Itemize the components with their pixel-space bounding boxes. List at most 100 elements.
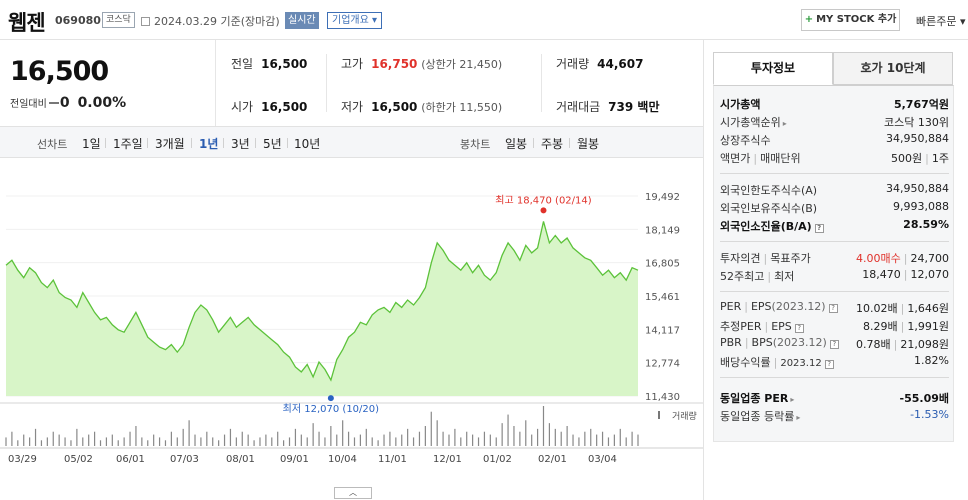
tab-1d[interactable]: 1일 — [82, 137, 101, 151]
price-chart[interactable]: 19,492 18,149 16,805 15,461 14,117 12,774 11,4… — [0, 158, 703, 500]
help-icon[interactable]: ? — [814, 224, 824, 233]
volume-bar — [17, 440, 19, 446]
volume-bar — [93, 431, 96, 446]
pipe-divider: | — [903, 268, 908, 281]
volume-bar — [288, 437, 291, 446]
tab-1y[interactable]: 1년 — [199, 137, 219, 151]
volume-bar — [229, 428, 232, 446]
foreign-ratio-label: 외국인소진율(B/A)? — [720, 218, 824, 234]
volume-bar — [389, 431, 391, 446]
bps-year: (2023.12) — [772, 336, 827, 349]
volume-bar — [454, 428, 456, 446]
volume-bar — [631, 431, 633, 446]
volume-bar — [442, 431, 444, 446]
company-overview-button[interactable]: 기업개요 ▾ — [327, 12, 382, 29]
change-value: 0 — [59, 95, 70, 111]
high-value: 16,750 — [371, 57, 418, 71]
y-tick-label: 12,774 — [645, 359, 680, 370]
volume-bar — [578, 437, 580, 446]
low-label: 저가 — [341, 100, 364, 114]
help-icon[interactable]: ? — [824, 360, 834, 369]
pipe-divider: | — [925, 152, 929, 165]
volume-bar — [536, 428, 539, 446]
volume-bar — [153, 434, 155, 446]
help-icon[interactable]: ? — [829, 340, 839, 349]
row-market-cap-rank[interactable]: 시가총액순위 ▸ 코스닥 130위 — [720, 112, 949, 130]
tab-3y[interactable]: 3년 — [231, 137, 250, 151]
row-sector-per[interactable]: 동일업종 PER ▸ -55.09배 — [720, 388, 949, 406]
volume-bar — [584, 431, 586, 446]
dividend-value: 1.82% — [914, 354, 949, 367]
price-summary: 16,500 전일대비 0 0.00% 전일 16,500 고가 16,750 (상한가… — [0, 40, 703, 126]
dividend-label: 배당수익률 | 2023.12? — [720, 354, 834, 370]
line-chart-label: 선차트 — [37, 138, 68, 151]
tab-weekly[interactable]: 주봉 — [541, 137, 564, 151]
w52-high-value: 18,470 — [862, 268, 901, 281]
tab-divider — [105, 138, 106, 148]
volume-bar — [58, 434, 60, 446]
help-icon[interactable]: ? — [828, 304, 838, 313]
row-sector-rate[interactable]: 동일업종 등락률 ▸ -1.53% — [720, 406, 949, 424]
div-year: 2023.12 — [780, 358, 822, 369]
price-area-fill — [6, 221, 638, 396]
tab-10y[interactable]: 10년 — [294, 137, 321, 151]
volume-bar — [637, 434, 639, 446]
volume-bar — [300, 434, 302, 446]
pipe-divider: | — [767, 270, 772, 283]
est-eps-label: EPS — [771, 320, 792, 333]
add-mystock-button[interactable]: + MY STOCK 추가 — [801, 9, 900, 31]
foreign-limit-value: 34,950,884 — [886, 182, 949, 195]
row-market-cap: 시가총액 5,767억원 — [720, 94, 949, 112]
row-52week: 52주최고 | 최저 18,470 | 12,070 — [720, 266, 949, 284]
x-tick-label: 08/01 — [226, 454, 255, 465]
volume-bar — [542, 406, 545, 446]
tab-daily[interactable]: 일봉 — [505, 137, 528, 151]
volume-bar — [395, 437, 397, 446]
volume-legend-icon — [658, 411, 660, 419]
volume-bar — [572, 434, 574, 446]
amount-value: 739 백만 — [608, 100, 660, 114]
bps-label: BPS — [751, 336, 773, 349]
high-label: 고가 — [341, 57, 364, 71]
quote-low: 저가 16,500 (하한가 11,550) — [341, 98, 502, 115]
panel-divider — [703, 40, 704, 500]
tab-monthly[interactable]: 월봉 — [577, 137, 600, 151]
volume-bar — [495, 437, 497, 446]
volume-bar — [158, 437, 161, 446]
volume-bar — [99, 440, 102, 446]
tab-divider — [287, 138, 288, 148]
quick-order-button[interactable]: 빠른주문 ▾ — [916, 15, 966, 28]
volume-bar — [34, 428, 37, 446]
par-label: 액면가 — [720, 152, 751, 165]
x-tick-label: 02/01 — [538, 454, 567, 465]
pipe-divider: | — [903, 252, 908, 265]
section-divider — [720, 241, 949, 242]
volume-bar — [253, 440, 255, 446]
par-unit-value: 500원 | 1주 — [891, 150, 949, 166]
volume-bar — [342, 420, 344, 446]
tab-invest-info[interactable]: 투자정보 — [713, 52, 833, 85]
mcap-label: 시가총액 — [720, 98, 761, 111]
volume-bar — [82, 437, 84, 446]
tab-5y[interactable]: 5년 — [263, 137, 282, 151]
volume-bar — [182, 428, 184, 446]
tab-3m[interactable]: 3개월 — [155, 137, 185, 151]
volume-bar — [424, 426, 426, 446]
volume-bar — [418, 431, 421, 446]
help-icon[interactable]: ? — [794, 324, 804, 333]
upper-limit: (상한가 21,450) — [421, 58, 503, 71]
chevron-up-icon[interactable]: ︿ — [334, 487, 372, 499]
volume-bar — [554, 428, 556, 446]
opinion-value: 4.00매수 — [856, 252, 901, 265]
volume-bar — [241, 431, 243, 446]
realtime-button[interactable]: 실시간 — [285, 12, 319, 29]
volume-bar — [412, 437, 415, 446]
period-tabs: 선차트 1일 1주일 3개월 1년 3년 5년 10년 봉차트 일봉 주봉 월봉 — [0, 126, 703, 158]
pipe-divider: | — [900, 302, 905, 315]
tab-1w[interactable]: 1주일 — [113, 137, 143, 151]
volume-bar — [147, 440, 149, 446]
w52-low-label: 최저 — [774, 270, 795, 283]
eps-year: (2023.12) — [771, 300, 826, 313]
row-opinion-target: 투자의견 | 목표주가 4.00매수 | 24,700 — [720, 248, 949, 266]
tab-hoga-10[interactable]: 호가 10단계 — [833, 52, 953, 85]
